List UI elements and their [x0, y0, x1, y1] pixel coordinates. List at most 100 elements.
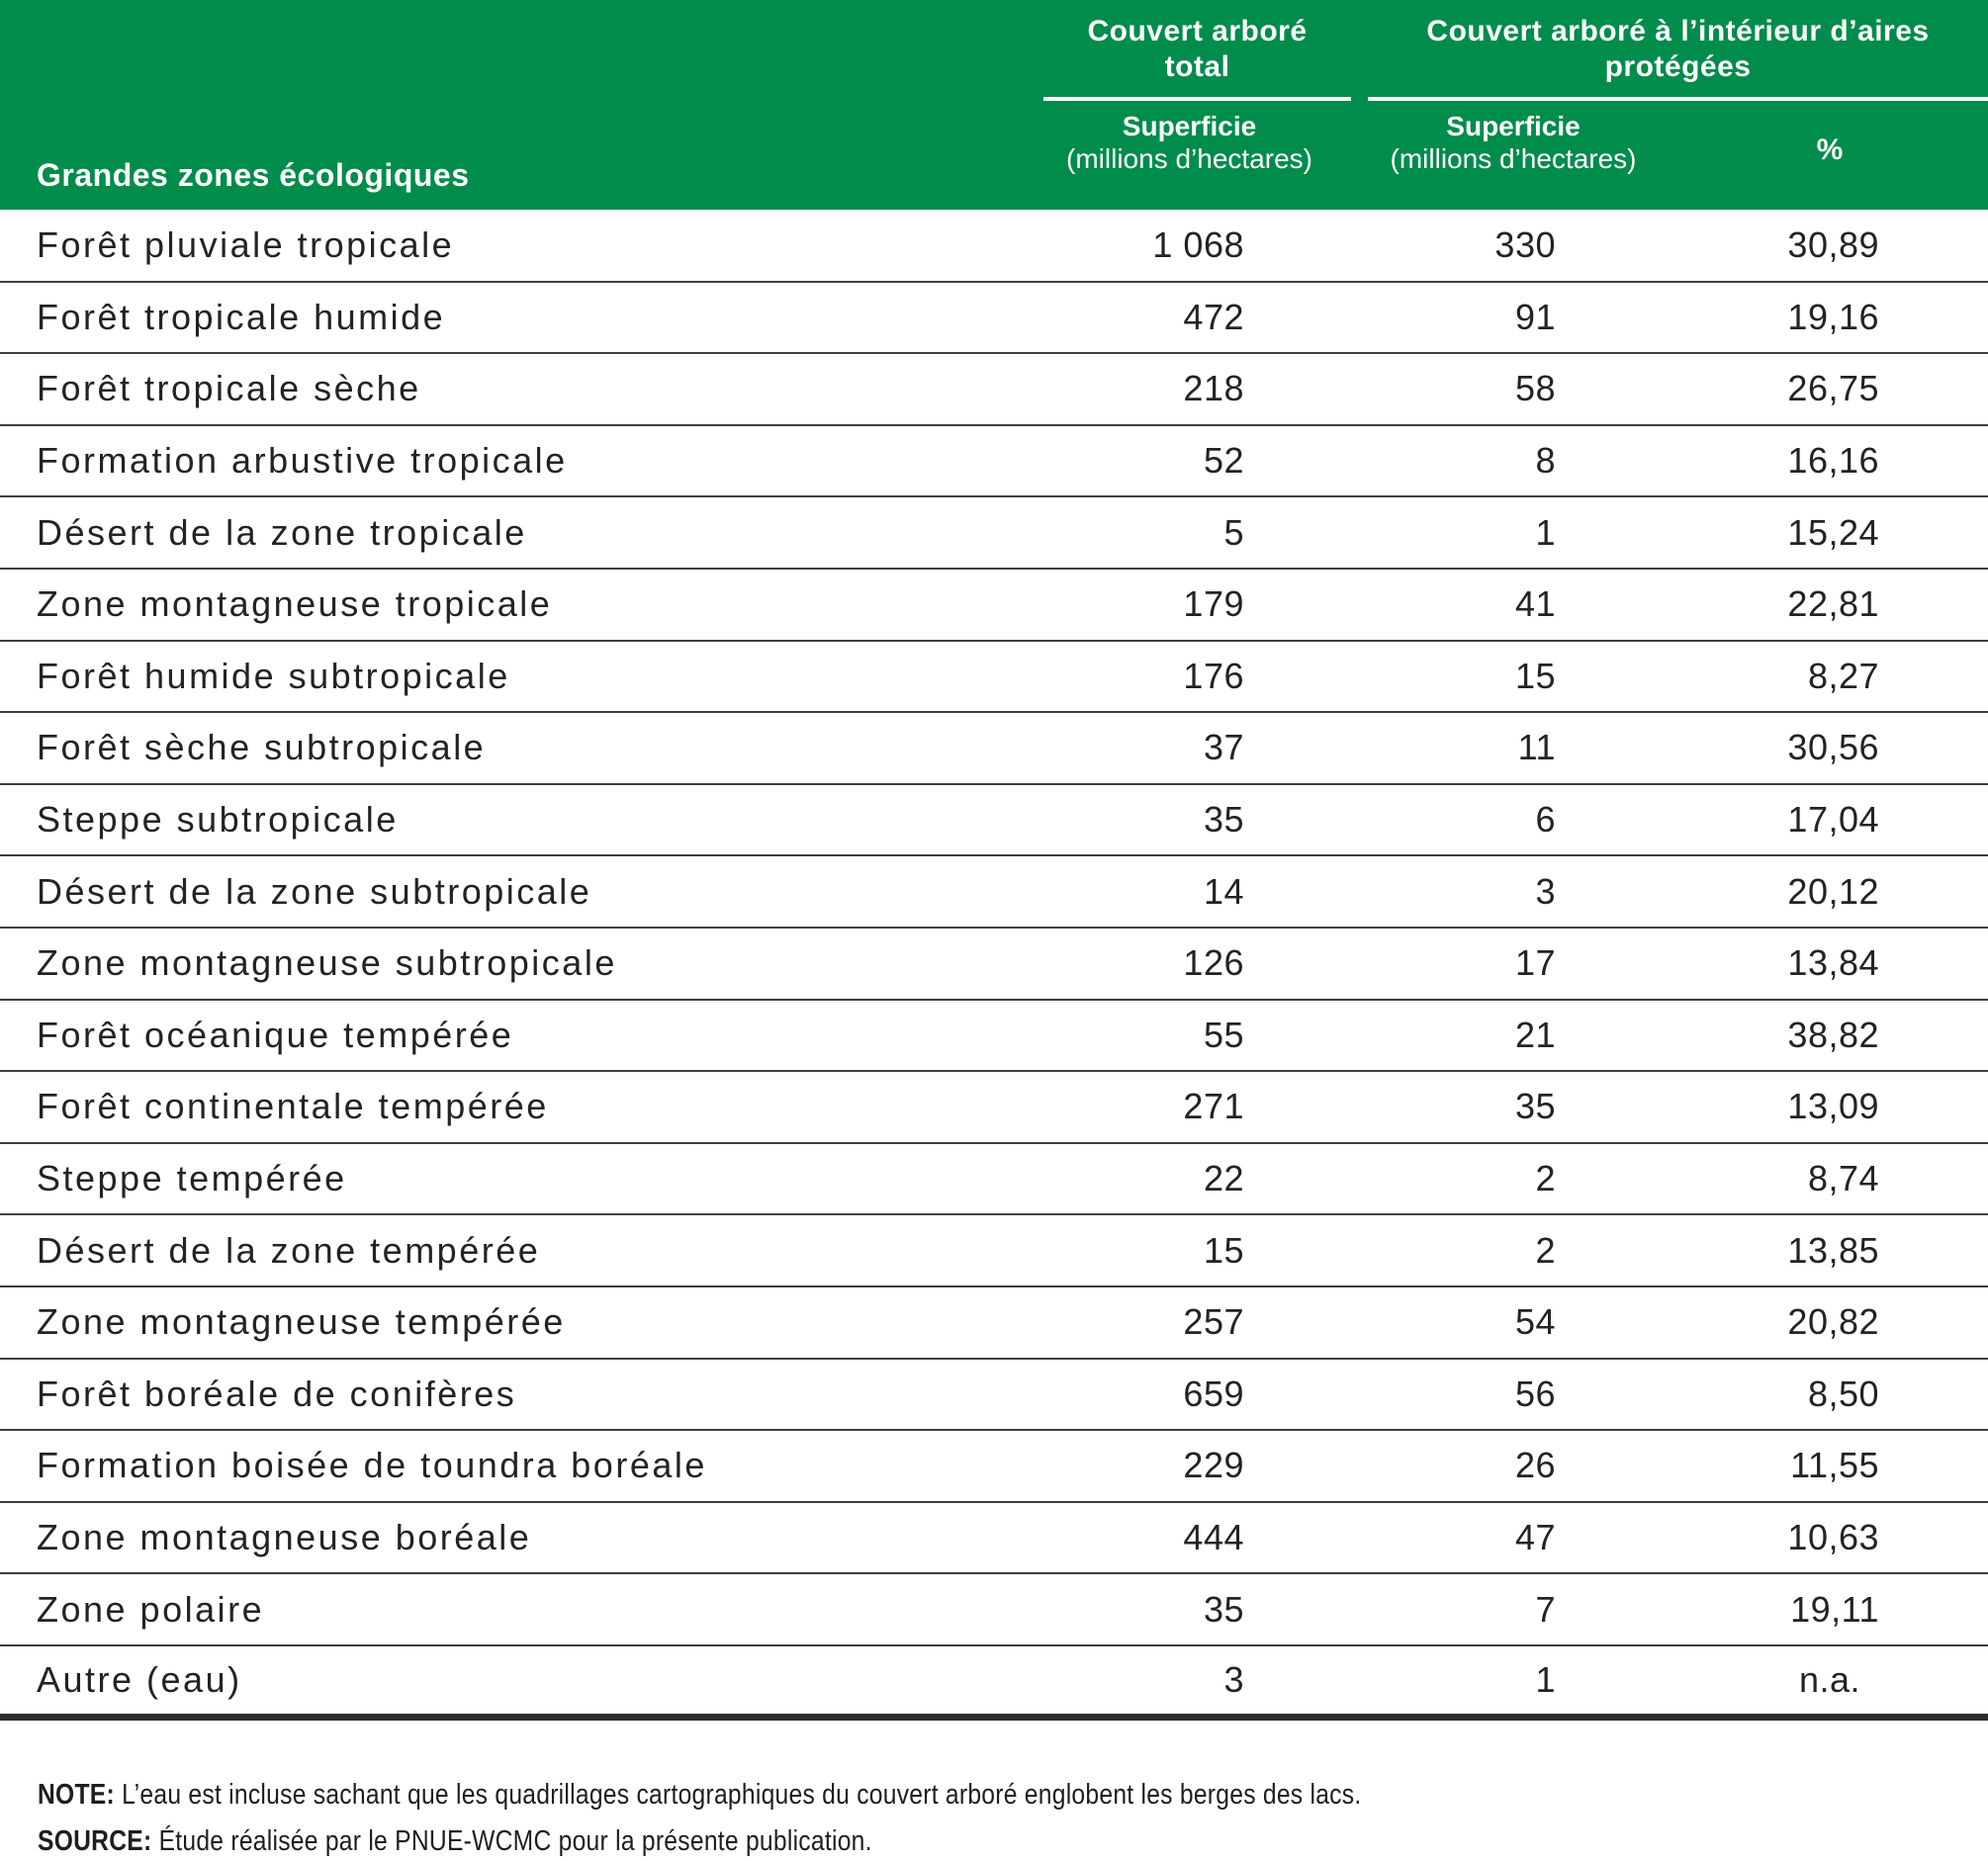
percent-value: 17,04: [1672, 783, 1988, 857]
total-area-value: 14: [1024, 855, 1355, 929]
zone-label: Steppe subtropicale: [0, 783, 1024, 857]
total-area-value: 176: [1024, 640, 1355, 714]
zone-label: Forêt boréale de conifères: [0, 1358, 1024, 1432]
note-text: L’eau est incluse sachant que les quadri…: [122, 1778, 1362, 1811]
zone-label: Forêt continentale tempérée: [0, 1071, 1024, 1144]
header-subcolumn-row: Grandes zones écologiques Superficie (mi…: [0, 101, 1988, 210]
zone-label: Zone montagneuse tropicale: [0, 568, 1024, 642]
zone-label: Forêt océanique tempérée: [0, 999, 1024, 1073]
column-header-percent: %: [1672, 101, 1988, 210]
protected-area-value: 15: [1355, 640, 1672, 714]
table-row: Zone polaire 35 7 19,11: [0, 1573, 1988, 1646]
table-row: Steppe tempérée 22 2 8,74: [0, 1142, 1988, 1216]
total-area-value: 472: [1024, 281, 1355, 355]
total-area-value: 22: [1024, 1142, 1355, 1216]
percent-value: 19,11: [1672, 1573, 1988, 1646]
table-row: Forêt océanique tempérée 55 21 38,82: [0, 999, 1988, 1073]
total-area-value: 15: [1024, 1214, 1355, 1287]
table-row: Désert de la zone tropicale 5 1 15,24: [0, 496, 1988, 570]
total-area-value: 35: [1024, 783, 1355, 857]
table-header: Couvert arboré total Couvert arboré à l’…: [0, 0, 1988, 210]
table-row: Forêt tropicale humide 472 91 19,16: [0, 281, 1988, 355]
percent-value: 26,75: [1672, 353, 1988, 426]
zone-label: Forêt humide subtropicale: [0, 640, 1024, 714]
table-row: Zone montagneuse tropicale 179 41 22,81: [0, 568, 1988, 642]
zone-label: Forêt pluviale tropicale: [0, 210, 1024, 283]
footnotes: NOTE: L’eau est incluse sachant que les …: [0, 1721, 1988, 1861]
source-label: SOURCE:: [38, 1824, 152, 1857]
protected-area-value: 35: [1355, 1071, 1672, 1144]
percent-value: 19,16: [1672, 281, 1988, 355]
protected-area-value: 11: [1355, 712, 1672, 785]
forest-cover-table: Couvert arboré total Couvert arboré à l’…: [0, 0, 1988, 1721]
protected-area-title: Superficie: [1446, 111, 1581, 141]
zone-label: Zone polaire: [0, 1573, 1024, 1646]
total-area-title: Superficie: [1122, 111, 1257, 141]
zone-label: Forêt tropicale humide: [0, 281, 1024, 355]
column-header-protected-area: Superficie (millions d’hectares): [1355, 101, 1672, 210]
protected-area-value: 26: [1355, 1430, 1672, 1503]
protected-area-value: 8: [1355, 424, 1672, 498]
table-row: Forêt pluviale tropicale 1 068 330 30,89: [0, 210, 1988, 283]
zone-label: Formation boisée de toundra boréale: [0, 1430, 1024, 1503]
protected-area-value: 56: [1355, 1358, 1672, 1432]
protected-area-value: 54: [1355, 1285, 1672, 1360]
zone-label: Forêt tropicale sèche: [0, 353, 1024, 426]
zone-label: Zone montagneuse boréale: [0, 1501, 1024, 1575]
table-row: Zone montagneuse boréale 444 47 10,63: [0, 1501, 1988, 1575]
table-row: Steppe subtropicale 35 6 17,04: [0, 783, 1988, 857]
table-row: Forêt sèche subtropicale 37 11 30,56: [0, 712, 1988, 785]
percent-value: 13,85: [1672, 1214, 1988, 1287]
protected-area-value: 6: [1355, 783, 1672, 857]
note-label: NOTE:: [38, 1778, 115, 1811]
total-area-value: 218: [1024, 353, 1355, 426]
column-header-zones: Grandes zones écologiques: [0, 101, 1024, 210]
total-area-value: 37: [1024, 712, 1355, 785]
total-area-value: 444: [1024, 1501, 1355, 1575]
total-area-value: 229: [1024, 1430, 1355, 1503]
zone-label: Forêt sèche subtropicale: [0, 712, 1024, 785]
table-row: Désert de la zone tempérée 15 2 13,85: [0, 1214, 1988, 1287]
percent-value: 8,27: [1672, 640, 1988, 714]
zone-label: Désert de la zone tempérée: [0, 1214, 1024, 1287]
percent-value: 11,55: [1672, 1430, 1988, 1503]
group-total-line1: Couvert arboré: [1087, 15, 1308, 47]
table-row: Forêt boréale de conifères 659 56 8,50: [0, 1358, 1988, 1432]
protected-area-value: 58: [1355, 353, 1672, 426]
percent-value: 30,56: [1672, 712, 1988, 785]
protected-area-value: 47: [1355, 1501, 1672, 1575]
percent-value: 15,24: [1672, 496, 1988, 570]
percent-value: 10,63: [1672, 1501, 1988, 1575]
zone-label: Steppe tempérée: [0, 1142, 1024, 1216]
note-line: NOTE: L’eau est incluse sachant que les …: [38, 1772, 1695, 1818]
table-row: Désert de la zone subtropicale 14 3 20,12: [0, 855, 1988, 929]
total-area-value: 179: [1024, 568, 1355, 642]
protected-area-value: 7: [1355, 1573, 1672, 1646]
percent-value: 20,82: [1672, 1285, 1988, 1360]
total-area-value: 271: [1024, 1071, 1355, 1144]
zone-label: Zone montagneuse tempérée: [0, 1285, 1024, 1360]
total-area-value: 5: [1024, 496, 1355, 570]
group-protected-line2: protégées: [1604, 50, 1752, 83]
table-row: Formation boisée de toundra boréale 229 26…: [0, 1430, 1988, 1503]
protected-area-value: 3: [1355, 855, 1672, 929]
percent-value: 30,89: [1672, 210, 1988, 283]
protected-area-value: 1: [1355, 1644, 1672, 1721]
group-protected-label: Couvert arboré à l’intérieur d’aires pro…: [1368, 0, 1988, 101]
percent-value: 22,81: [1672, 568, 1988, 642]
protected-area-value: 2: [1355, 1214, 1672, 1287]
source-text: Étude réalisée par le PNUE-WCMC pour la …: [158, 1824, 872, 1857]
column-group-protected-cover: Couvert arboré à l’intérieur d’aires pro…: [1355, 0, 1988, 101]
percent-value: 16,16: [1672, 424, 1988, 498]
group-total-label: Couvert arboré total: [1043, 0, 1351, 101]
protected-area-value: 1: [1355, 496, 1672, 570]
table-row: Formation arbustive tropicale 52 8 16,16: [0, 424, 1988, 498]
percent-value: 8,50: [1672, 1358, 1988, 1432]
table-row: Forêt continentale tempérée 271 35 13,09: [0, 1071, 1988, 1144]
percent-value: 38,82: [1672, 999, 1988, 1073]
protected-area-value: 41: [1355, 568, 1672, 642]
total-area-value: 55: [1024, 999, 1355, 1073]
protected-area-value: 21: [1355, 999, 1672, 1073]
table-row: Zone montagneuse tempérée 257 54 20,82: [0, 1285, 1988, 1360]
table-row: Forêt tropicale sèche 218 58 26,75: [0, 353, 1988, 426]
